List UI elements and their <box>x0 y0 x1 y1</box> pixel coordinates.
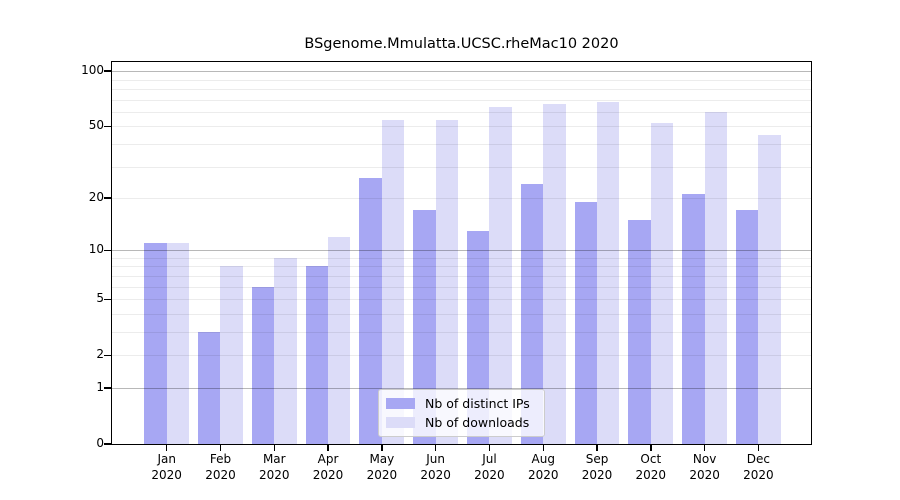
y-tick-mark <box>104 443 111 445</box>
bar-downloads-may <box>381 120 405 444</box>
x-tick-mark <box>166 444 168 451</box>
y-tick-label: 50 <box>88 118 104 133</box>
plot-area <box>112 62 811 444</box>
x-tick-mark <box>273 444 275 451</box>
y-tick-label: 100 <box>81 63 104 78</box>
x-tick-label: Jan 2020 <box>137 452 197 483</box>
x-tick-label: Feb 2020 <box>190 452 250 483</box>
x-tick-month: Oct <box>640 452 662 466</box>
x-tick-mark <box>757 444 760 451</box>
x-tick-year: 2020 <box>689 467 720 482</box>
bar-distinct-ips-oct <box>628 219 651 444</box>
x-tick-year: 2020 <box>151 467 182 482</box>
y-tick-mark <box>104 125 111 127</box>
y-tick-mark <box>104 354 111 356</box>
x-tick-month: Nov <box>692 452 717 466</box>
bar-distinct-ips-jun <box>413 210 436 444</box>
bar-downloads-feb <box>220 266 243 444</box>
legend-swatch-downloads-icon <box>386 417 415 428</box>
bar-downloads-mar <box>274 257 297 444</box>
y-tick-mark <box>104 70 111 72</box>
legend-label-downloads: Nb of downloads <box>425 415 530 430</box>
x-tick-year: 2020 <box>635 467 667 482</box>
x-tick-month: Mar <box>262 452 286 466</box>
x-tick-month: Jun <box>426 452 446 466</box>
x-tick-month: Jan <box>157 452 176 466</box>
x-tick-mark <box>219 444 222 451</box>
x-tick-label: Jul 2020 <box>459 452 519 483</box>
bar-distinct-ips-apr <box>305 266 329 444</box>
x-tick-label: Nov 2020 <box>675 452 735 483</box>
bar-distinct-ips-dec <box>735 210 759 444</box>
x-tick-year: 2020 <box>527 467 559 482</box>
x-tick-label: Aug 2020 <box>513 452 573 483</box>
x-tick-mark <box>488 444 491 451</box>
x-tick-label: Apr 2020 <box>298 452 358 483</box>
y-tick-label: 0 <box>96 436 104 450</box>
x-tick-month: Dec <box>746 452 770 466</box>
x-tick-year: 2020 <box>258 467 290 482</box>
x-tick-month: Apr <box>317 452 339 466</box>
x-tick-year: 2020 <box>474 467 505 482</box>
bar-distinct-ips-nov <box>682 194 705 444</box>
bar-downloads-jun <box>435 120 459 444</box>
x-tick-mark <box>596 444 598 451</box>
legend-item-distinct-ips: Nb of distinct IPs <box>386 396 544 411</box>
x-tick-year: 2020 <box>366 467 398 482</box>
y-tick-label: 10 <box>88 242 104 257</box>
x-tick-label: Sep 2020 <box>567 452 627 483</box>
x-tick-mark <box>434 444 437 451</box>
bar-downloads-jan <box>166 243 190 444</box>
x-tick-month: Feb <box>209 452 232 466</box>
y-tick-mark <box>104 387 111 389</box>
y-tick-mark <box>104 298 111 300</box>
x-tick-year: 2020 <box>312 467 344 482</box>
bar-downloads-apr <box>328 236 351 444</box>
bar-distinct-ips-jan <box>144 243 167 444</box>
legend-item-downloads: Nb of downloads <box>386 415 544 430</box>
y-tick-label: 5 <box>96 291 104 306</box>
chart-title: BSgenome.Mmulatta.UCSC.rheMac10 2020 <box>304 36 619 52</box>
x-tick-label: Jun 2020 <box>406 452 466 483</box>
x-tick-month: Jul <box>482 452 497 466</box>
legend-label-distinct-ips: Nb of distinct IPs <box>425 396 530 411</box>
x-tick-mark <box>703 444 706 451</box>
bar-distinct-ips-sep <box>574 201 597 444</box>
x-tick-month: Aug <box>531 452 555 466</box>
bar-downloads-oct <box>650 123 674 444</box>
bar-distinct-ips-may <box>359 177 382 444</box>
y-tick-label: 20 <box>88 190 104 204</box>
x-tick-mark <box>542 444 544 451</box>
x-tick-mark <box>650 444 652 451</box>
y-tick-label: 1 <box>96 379 104 394</box>
bars-layer <box>112 62 811 444</box>
x-tick-label: May 2020 <box>352 452 412 483</box>
bar-downloads-aug <box>543 104 566 444</box>
bar-distinct-ips-mar <box>251 286 275 444</box>
bar-downloads-dec <box>758 134 781 444</box>
bar-distinct-ips-feb <box>198 331 221 444</box>
x-tick-month: Sep <box>585 452 609 466</box>
bar-distinct-ips-aug <box>520 183 544 444</box>
x-tick-year: 2020 <box>581 467 613 482</box>
x-tick-label: Dec 2020 <box>728 452 788 483</box>
bar-downloads-jul <box>489 106 512 444</box>
y-tick-mark <box>104 249 111 251</box>
bar-downloads-sep <box>597 101 620 444</box>
x-tick-month: May <box>369 452 395 466</box>
y-tick-mark <box>104 197 111 199</box>
x-tick-mark <box>381 444 383 451</box>
x-tick-year: 2020 <box>205 467 236 482</box>
x-tick-label: Oct 2020 <box>621 452 681 483</box>
x-tick-mark <box>327 444 329 451</box>
bar-downloads-nov <box>704 111 727 444</box>
x-tick-year: 2020 <box>743 467 774 482</box>
x-tick-year: 2020 <box>420 467 451 482</box>
x-tick-label: Mar 2020 <box>244 452 304 483</box>
legend-swatch-distinct-ips-icon <box>386 398 415 409</box>
legend: Nb of distinct IPs Nb of downloads <box>378 389 545 437</box>
y-tick-label: 2 <box>96 347 104 362</box>
